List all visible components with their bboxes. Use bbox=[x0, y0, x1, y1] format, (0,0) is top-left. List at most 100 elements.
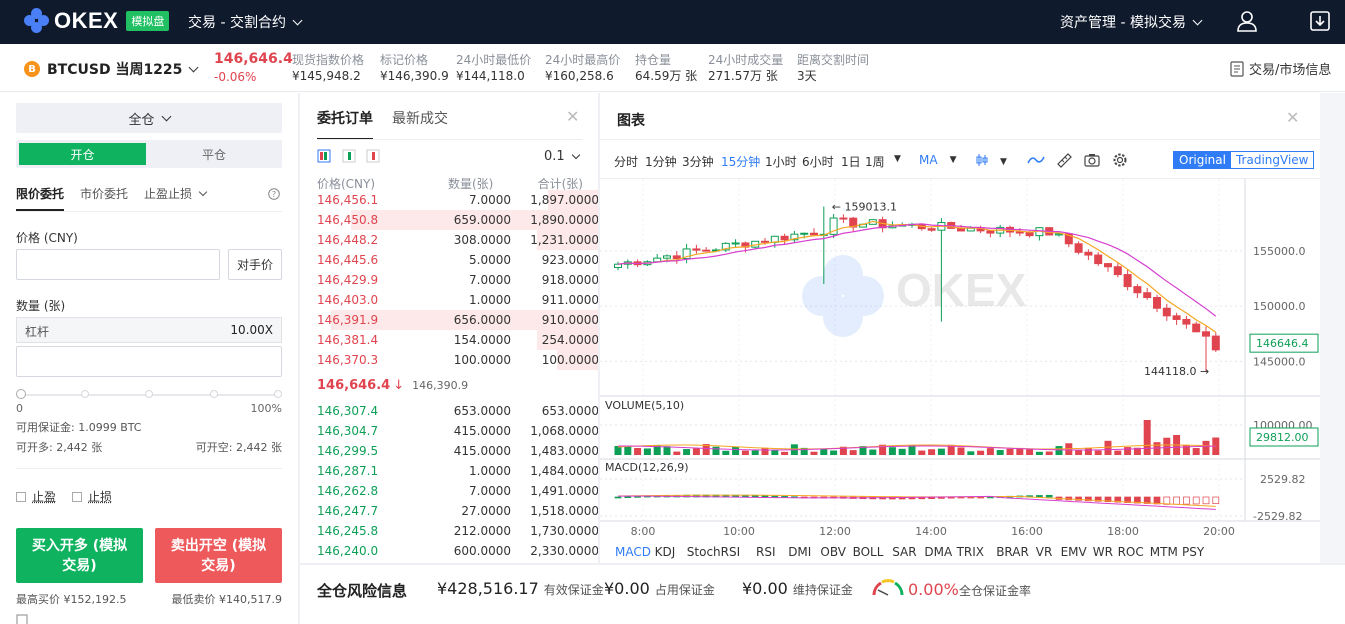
interval-option[interactable]: 1周 bbox=[865, 155, 885, 169]
indicator-option[interactable]: DMI bbox=[788, 545, 812, 559]
slider-step-dot[interactable] bbox=[209, 390, 218, 398]
interval-option[interactable]: 1分钟 bbox=[645, 155, 677, 169]
quantity-input[interactable] bbox=[16, 346, 282, 377]
indicator-option[interactable]: PSY bbox=[1182, 545, 1205, 559]
indicator-option[interactable]: BOLL bbox=[852, 545, 884, 559]
indicator-option[interactable]: TRIX bbox=[956, 545, 985, 559]
volume-bar bbox=[722, 450, 730, 455]
user-icon[interactable] bbox=[1236, 10, 1258, 32]
bid-row[interactable]: 146,247.7 27.0000 1,518.0000 bbox=[317, 501, 598, 521]
buy-long-button[interactable]: 买入开多 (模拟交易) bbox=[16, 528, 143, 583]
interval-option[interactable]: 15分钟 bbox=[721, 155, 761, 169]
instrument-selector[interactable]: B BTCUSD 当周1225 bbox=[24, 59, 199, 79]
tab-limit-order[interactable]: 限价委托 bbox=[16, 187, 65, 201]
asset-menu[interactable]: 资产管理 - 模拟交易 bbox=[1060, 12, 1203, 32]
bid-row[interactable]: 146,245.8 212.0000 1,730.0000 bbox=[317, 521, 598, 541]
close-icon[interactable]: ✕ bbox=[566, 107, 580, 126]
mode-original-button[interactable]: Original bbox=[1174, 152, 1231, 168]
orderbook-panel: 委托订单 最新成交 ✕ 0.1 价格(CNY) 数量(张) 合计(张) 146,… bbox=[300, 93, 598, 563]
ask-row[interactable]: 146,403.0 1.0000 911.0000 bbox=[317, 290, 598, 310]
download-icon[interactable] bbox=[1309, 10, 1331, 32]
candle-down bbox=[1104, 263, 1112, 268]
caret-down-icon[interactable]: ▼ bbox=[894, 154, 901, 164]
ask-row[interactable]: 146,381.4 154.0000 254.0000 bbox=[317, 330, 598, 350]
ask-row[interactable]: 146,445.6 5.0000 923.0000 bbox=[317, 250, 598, 270]
indicator-option[interactable]: StochRSI bbox=[686, 545, 741, 559]
gear-icon[interactable] bbox=[1112, 152, 1128, 168]
okex-logo[interactable]: OKEX 模拟盘 bbox=[24, 8, 170, 34]
indicator-option[interactable]: MTM bbox=[1149, 545, 1178, 559]
indicator-option[interactable]: ROC bbox=[1117, 545, 1144, 559]
ask-row[interactable]: 146,370.3 100.0000 100.0000 bbox=[317, 350, 598, 370]
interval-option[interactable]: 1日 bbox=[841, 155, 861, 169]
volume-bar bbox=[839, 446, 847, 455]
indicator-option[interactable]: OBV bbox=[820, 545, 846, 559]
slider-step-dot[interactable] bbox=[80, 390, 89, 398]
indicator-option[interactable]: WR bbox=[1092, 545, 1113, 559]
candlestick-chart[interactable]: OKEX ← 159013.1 144118.0 → 155000.0 150000.0… bbox=[600, 179, 1320, 544]
ask-row[interactable]: 146,391.9 656.0000 910.0000 bbox=[317, 310, 598, 330]
slider-handle[interactable] bbox=[16, 389, 26, 399]
chevron-down-icon bbox=[571, 150, 580, 159]
bid-row[interactable]: 146,262.8 7.0000 1,491.0000 bbox=[317, 481, 598, 501]
indicator-option[interactable]: VR bbox=[1035, 545, 1053, 559]
ruler-icon[interactable] bbox=[1056, 152, 1072, 168]
take-profit-checkbox[interactable]: 止盈 bbox=[16, 488, 56, 505]
ask-row[interactable]: 146,429.9 7.0000 918.0000 bbox=[317, 270, 598, 290]
bid-row[interactable]: 146,304.7 415.0000 1,068.0000 bbox=[317, 421, 598, 441]
time-tick-label: 16:00 bbox=[1011, 525, 1043, 538]
precision-selector[interactable]: 0.1 bbox=[544, 149, 580, 164]
counter-price-button[interactable]: 对手价 bbox=[228, 249, 282, 280]
close-icon[interactable]: ✕ bbox=[1286, 108, 1300, 127]
stat-label: 24小时最低价 bbox=[456, 53, 532, 67]
top-navbar: OKEX 模拟盘 交易 - 交割合约 资产管理 - 模拟交易 bbox=[0, 0, 1345, 44]
indicator-option[interactable]: SAR bbox=[892, 545, 917, 559]
price-input[interactable] bbox=[16, 249, 220, 280]
bid-row[interactable]: 146,287.1 1.0000 1,484.0000 bbox=[317, 461, 598, 481]
leverage-selector[interactable]: 杠杆 10.00X bbox=[16, 317, 282, 343]
candle-type-icon[interactable]: ▼ bbox=[976, 153, 1016, 167]
ask-row[interactable]: 146,450.8 659.0000 1,890.0000 bbox=[317, 210, 598, 230]
ask-row[interactable]: 146,456.1 7.0000 1,897.0000 bbox=[317, 190, 598, 210]
tab-recent-trades[interactable]: 最新成交 bbox=[392, 111, 448, 127]
interval-option[interactable]: 1小时 bbox=[765, 155, 797, 169]
indicator-line-icon[interactable] bbox=[1027, 154, 1045, 166]
indicator-option[interactable]: DMA bbox=[924, 545, 953, 559]
orderbook-view-toggle[interactable] bbox=[317, 149, 387, 163]
bid-price: 146,299.5 bbox=[317, 444, 379, 458]
bid-row[interactable]: 146,299.5 415.0000 1,483.0000 bbox=[317, 441, 598, 461]
indicator-option[interactable]: KDJ bbox=[654, 545, 676, 559]
mode-tradingview-button[interactable]: TradingView bbox=[1235, 153, 1309, 167]
ask-row[interactable]: 146,448.2 308.0000 1,231.0000 bbox=[317, 230, 598, 250]
indicator-option[interactable]: BRAR bbox=[996, 545, 1029, 559]
tab-orderbook[interactable]: 委托订单 bbox=[317, 111, 373, 127]
volume-ma-line bbox=[617, 444, 1216, 450]
bid-price: 146,287.1 bbox=[317, 464, 379, 478]
camera-icon[interactable] bbox=[1084, 153, 1100, 167]
indicator-option[interactable]: MACD bbox=[615, 545, 651, 559]
ma-selector[interactable]: MA ▼ bbox=[919, 153, 956, 167]
help-icon[interactable]: ? bbox=[268, 188, 280, 200]
calculator-icon[interactable] bbox=[16, 614, 28, 624]
bid-row[interactable]: 146,240.0 600.0000 2,330.0000 bbox=[317, 541, 598, 561]
tab-stop-order[interactable]: 止盈止损 bbox=[144, 185, 208, 202]
sell-short-button[interactable]: 卖出开空 (模拟交易) bbox=[155, 528, 282, 583]
stop-loss-checkbox[interactable]: 止损 bbox=[72, 488, 112, 505]
slider-step-dot[interactable] bbox=[274, 390, 282, 398]
interval-option[interactable]: 6小时 bbox=[802, 155, 834, 169]
indicator-option[interactable]: RSI bbox=[756, 545, 776, 559]
interval-option[interactable]: 3分钟 bbox=[682, 155, 714, 169]
candle-down bbox=[986, 230, 995, 234]
bid-row[interactable]: 146,307.4 653.0000 653.0000 bbox=[317, 401, 598, 421]
volume-bar bbox=[1055, 446, 1063, 455]
market-info-link[interactable]: 交易/市场信息 bbox=[1230, 59, 1331, 78]
trade-menu[interactable]: 交易 - 交割合约 bbox=[188, 12, 303, 32]
tab-close[interactable]: 平仓 bbox=[201, 147, 226, 162]
tab-open[interactable]: 开仓 bbox=[19, 143, 146, 165]
candle-down bbox=[839, 217, 848, 220]
interval-option[interactable]: 分时 bbox=[614, 155, 639, 169]
slider-step-dot[interactable] bbox=[145, 390, 153, 398]
tab-market-order[interactable]: 市价委托 bbox=[80, 187, 129, 201]
indicator-option[interactable]: EMV bbox=[1060, 545, 1087, 559]
margin-mode-selector[interactable]: 全仓 bbox=[16, 103, 282, 133]
